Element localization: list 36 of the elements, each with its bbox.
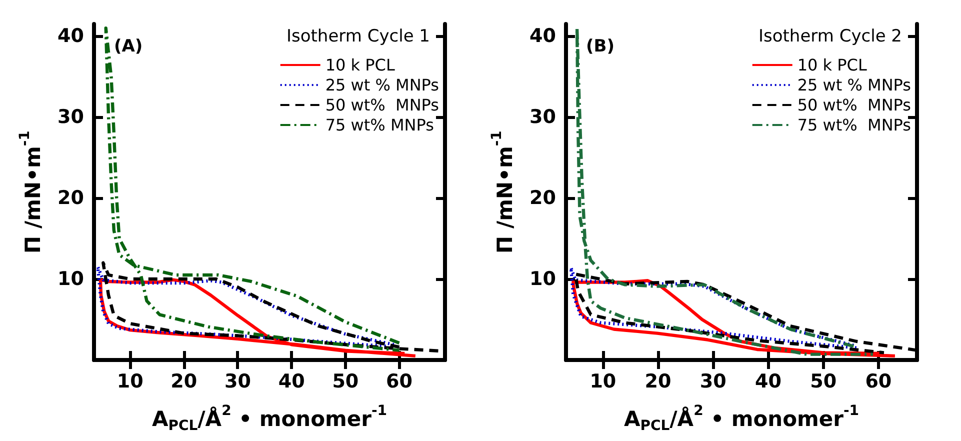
- x-tick-label: 40: [278, 370, 305, 392]
- legend-label: 25 wt % MNPs: [797, 76, 911, 94]
- y-axis-title: Π /mN•m-1: [489, 130, 517, 254]
- x-tick-label: 20: [170, 370, 198, 392]
- x-tick-label: 20: [644, 370, 672, 392]
- line-series: [569, 266, 858, 350]
- y-tick-label: 20: [530, 187, 556, 210]
- x-tick-label: 30: [224, 370, 251, 392]
- legend-title: Isotherm Cycle 1: [286, 26, 430, 46]
- y-tick-label: 10: [530, 268, 556, 290]
- annotation: (A): [114, 36, 143, 56]
- annotation: (B): [586, 36, 614, 56]
- line-series: [96, 265, 396, 348]
- y-tick-label: 30: [530, 106, 556, 128]
- legend-label: 75 wt% MNPs: [797, 116, 911, 134]
- y-tick-label: 10: [58, 268, 84, 290]
- x-tick-label: 50: [810, 370, 837, 392]
- y-tick-label: 40: [58, 25, 84, 48]
- legend-label: 50 wt% MNPs: [797, 96, 911, 114]
- x-tick-label: 60: [386, 370, 412, 392]
- legend-label: 50 wt% MNPs: [325, 96, 439, 114]
- x-tick-label: 40: [755, 370, 782, 392]
- y-axis-title: Π /mN•m-1: [17, 130, 45, 254]
- x-tick-label: 10: [116, 370, 144, 392]
- legend-label: 10 k PCL: [325, 56, 395, 74]
- y-tick-label: 20: [58, 187, 84, 210]
- legend-label: 75 wt% MNPs: [325, 116, 434, 134]
- x-tick-label: 10: [590, 370, 616, 392]
- x-tick-label: 50: [332, 370, 359, 392]
- legend-label: 25 wt % MNPs: [325, 76, 439, 94]
- y-tick-label: 40: [530, 25, 556, 48]
- y-tick-label: 30: [58, 106, 84, 128]
- x-tick-label: 60: [865, 370, 892, 392]
- legend-title: Isotherm Cycle 2: [758, 26, 902, 46]
- x-tick-label: 30: [700, 370, 726, 392]
- legend-label: 10 k PCL: [797, 56, 867, 74]
